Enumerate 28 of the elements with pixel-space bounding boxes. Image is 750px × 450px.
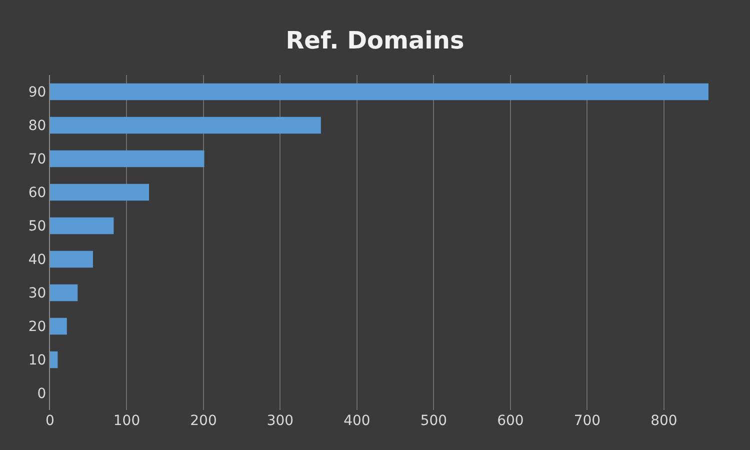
bar [50,318,67,335]
y-tick-label: 50 [28,218,46,235]
y-tick-label: 90 [28,84,46,101]
y-tick-label: 30 [28,286,46,302]
bar [50,351,58,368]
y-tick-label: 10 [28,352,46,369]
x-tick-label: 100 [113,413,140,429]
x-tick-label: 200 [190,413,217,429]
bar [50,217,114,234]
y-tick-label: 0 [37,386,46,402]
bar [50,116,321,134]
bar [50,83,708,100]
x-tick-label: 800 [650,413,678,429]
x-tick-label: 600 [497,413,524,429]
bar [50,284,78,302]
x-tick-label: 400 [344,413,370,429]
bar [50,250,93,268]
y-tick-label: 60 [28,185,46,202]
x-tick-label: 300 [266,413,294,429]
y-tick-label: 70 [28,152,46,168]
bar [50,150,204,168]
y-tick-label: 80 [28,118,46,134]
chart-title: Ref. Domains [286,26,464,54]
y-tick-label: 20 [28,319,46,336]
bar [50,184,149,201]
y-tick-label: 40 [28,252,46,268]
x-tick-label: 500 [420,413,448,429]
x-tick-label: 700 [574,413,601,429]
